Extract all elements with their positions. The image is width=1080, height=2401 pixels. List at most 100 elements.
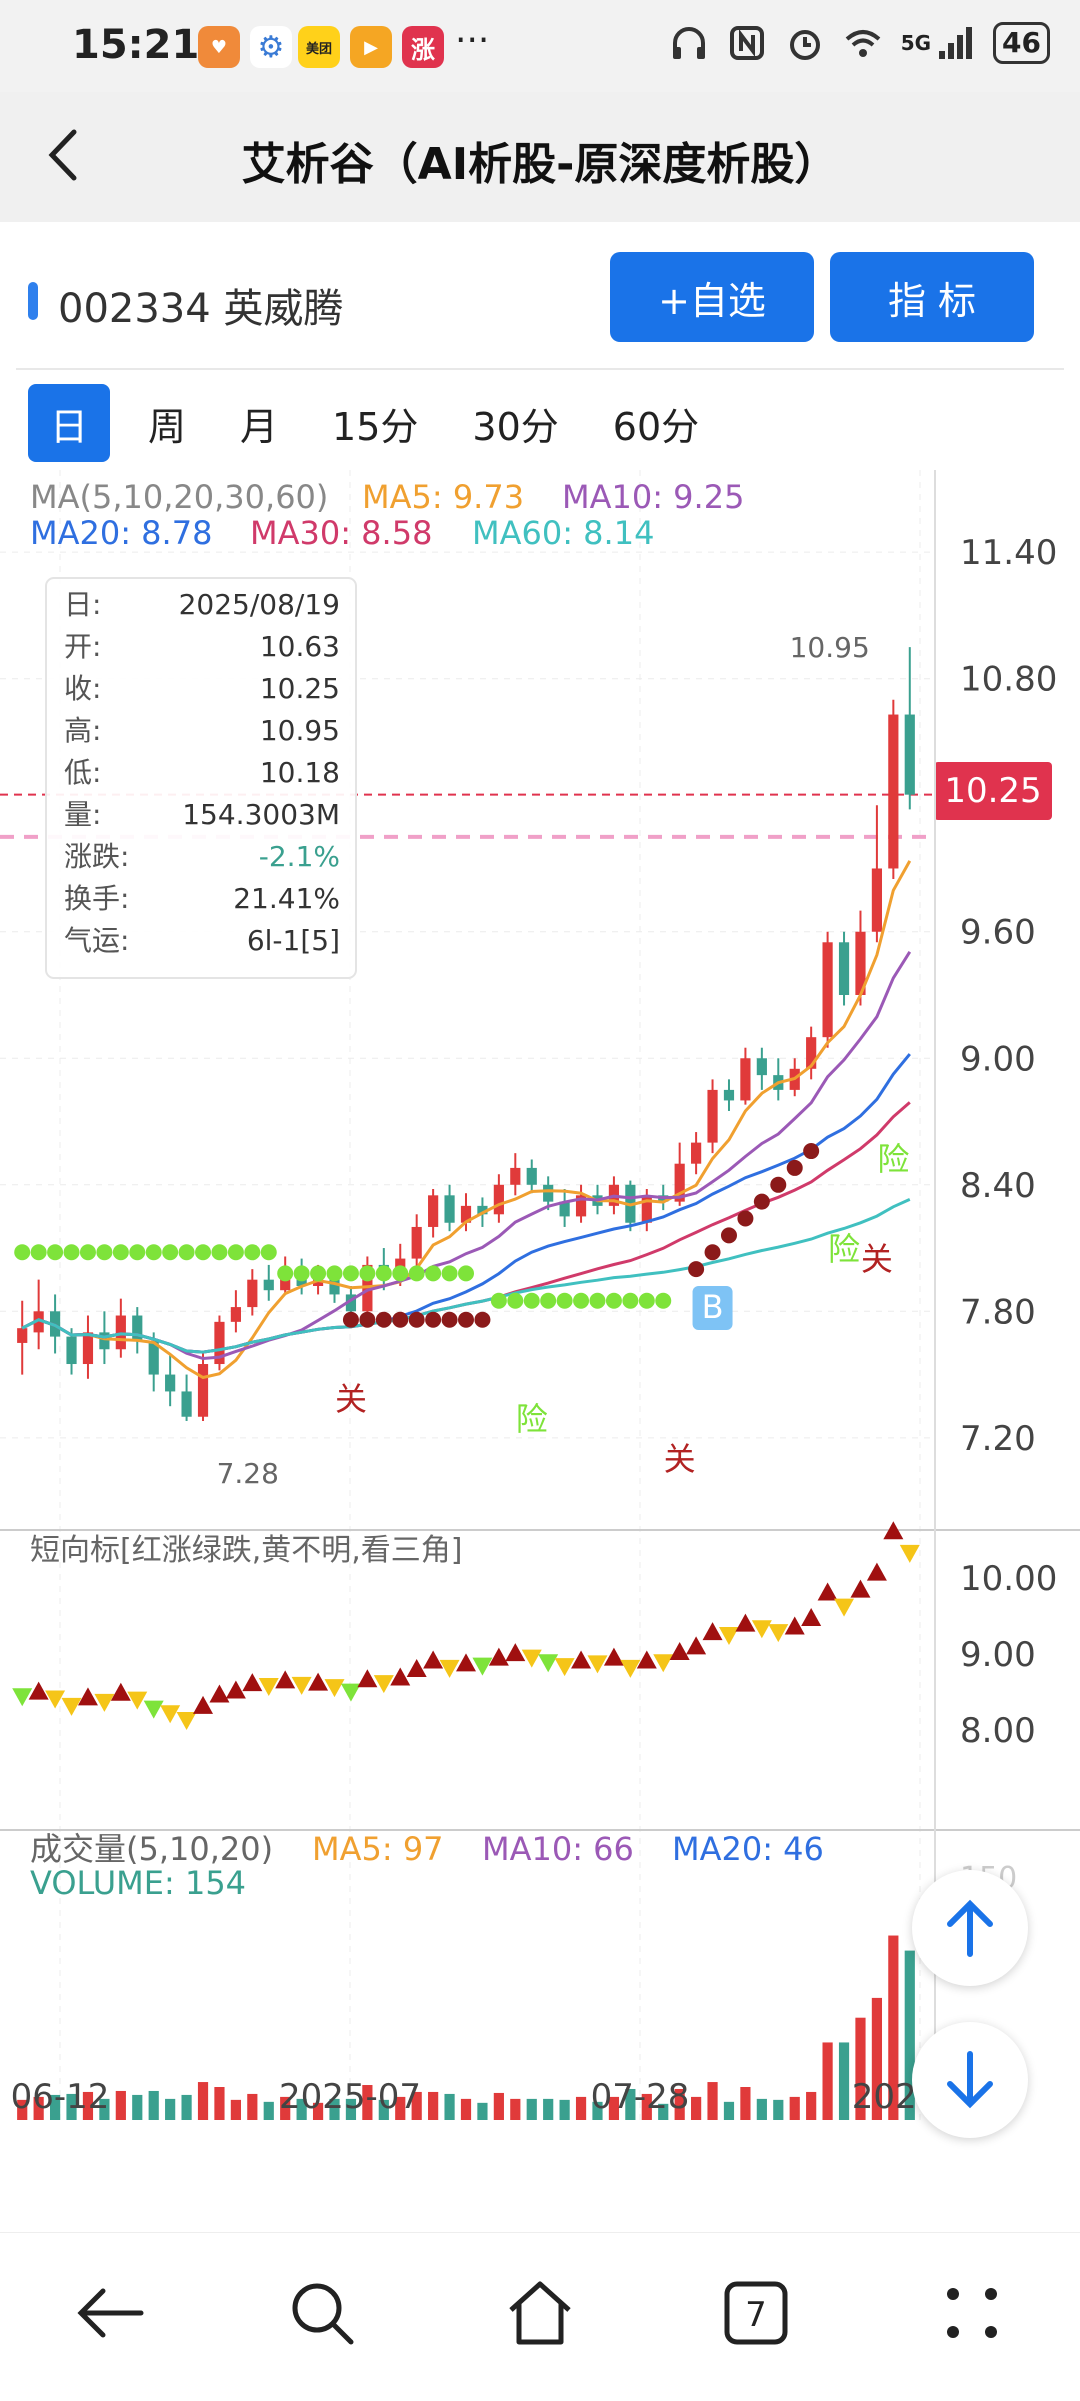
indicator-tick-label: 8.00 <box>960 1711 1036 1751</box>
direction-triangle <box>620 1659 641 1678</box>
info-value: 10.25 <box>260 672 340 705</box>
candle <box>723 1079 735 1111</box>
volume-title: 成交量(5,10,20) <box>30 1830 273 1868</box>
candle <box>230 1290 241 1333</box>
volume-bar <box>756 2098 767 2120</box>
tab-week[interactable]: 周 <box>148 404 187 449</box>
volume-bar <box>543 2098 554 2120</box>
candle <box>263 1264 274 1301</box>
tabs-button[interactable]: 7 <box>716 2273 796 2353</box>
signal-dot <box>211 1244 228 1261</box>
tab-month[interactable]: 月 <box>240 404 279 449</box>
tab-60min[interactable]: 60分 <box>612 404 700 449</box>
info-key: 气运: <box>64 924 129 957</box>
more-menu-button[interactable] <box>932 2273 1012 2353</box>
candle <box>559 1189 570 1227</box>
tab-30min[interactable]: 30分 <box>472 404 559 449</box>
chart-area[interactable]: MA(5,10,20,30,60) MA5: 9.73 MA10: 9.25 M… <box>0 470 1080 2150</box>
volume-ma10: MA10: 66 <box>482 1830 634 1868</box>
volume-bar <box>17 2099 28 2120</box>
signal-dot <box>573 1292 590 1309</box>
home-button[interactable] <box>500 2273 580 2353</box>
meituan-notification-icon: 美团 <box>298 26 340 68</box>
signal-dot <box>260 1244 277 1261</box>
add-watchlist-button[interactable]: +自选 <box>610 252 814 342</box>
signal-dot <box>277 1265 294 1282</box>
direction-triangle <box>324 1679 345 1698</box>
arrow-down-icon <box>947 2051 993 2109</box>
tab-15min[interactable]: 15分 <box>332 404 419 449</box>
signal-dot <box>655 1292 672 1309</box>
volume-bar <box>510 2098 521 2120</box>
direction-triangle <box>193 1695 214 1714</box>
signal-dot <box>47 1244 64 1261</box>
volume-bar <box>247 2093 258 2120</box>
candle <box>197 1353 209 1421</box>
volume-bar <box>33 2096 44 2120</box>
volume-bar <box>132 2094 143 2120</box>
direction-triangle <box>275 1670 296 1689</box>
scroll-down-button[interactable] <box>912 2022 1028 2138</box>
info-key: 低: <box>64 756 101 789</box>
info-key: 涨跌: <box>64 840 129 873</box>
back-arrow-icon[interactable] <box>36 120 96 190</box>
search-button[interactable] <box>282 2273 362 2353</box>
stock-chart[interactable]: MA(5,10,20,30,60) MA5: 9.73 MA10: 9.25 M… <box>0 470 1080 2150</box>
info-value: 10.95 <box>260 714 340 747</box>
signal-icon <box>939 27 973 59</box>
volume-bar <box>329 2098 340 2120</box>
signal-dot <box>688 1261 705 1278</box>
low-label: 7.28 <box>217 1457 279 1490</box>
info-key: 换手: <box>64 882 129 915</box>
volume-bar <box>871 1997 883 2120</box>
x-tick-label: 07-28 <box>591 2077 690 2117</box>
direction-triangle <box>538 1654 559 1673</box>
volume-bar <box>822 2042 833 2120</box>
direction-triangle <box>160 1705 181 1724</box>
info-value: 10.18 <box>260 756 340 789</box>
ma30-legend: MA30: 8.58 <box>250 514 432 552</box>
browser-notification-icon: ⚙ <box>250 26 292 68</box>
candle <box>674 1142 685 1206</box>
signal-dot <box>786 1159 803 1176</box>
info-value: 6l-1[5] <box>247 924 340 957</box>
volume-bar <box>82 2091 94 2120</box>
guan-label: 关 <box>335 1380 367 1418</box>
direction-triangle <box>176 1712 197 1730</box>
nav-back-button[interactable] <box>70 2273 150 2353</box>
home-icon <box>509 2281 571 2345</box>
volume-bar <box>526 2098 537 2120</box>
signal-dot <box>375 1265 392 1282</box>
direction-triangle <box>768 1624 789 1643</box>
candle <box>444 1184 455 1232</box>
xian-label: 险 <box>516 1400 548 1438</box>
volume-bar <box>806 2091 817 2120</box>
y-tick-label: 7.80 <box>960 1292 1036 1332</box>
volume-value: VOLUME: 154 <box>30 1864 246 1902</box>
arrow-up-icon <box>947 1899 993 1957</box>
direction-triangle <box>883 1521 904 1540</box>
signal-dot <box>293 1265 310 1282</box>
info-value: 2025/08/19 <box>179 588 340 621</box>
signal-dot <box>408 1311 425 1328</box>
stock-header: 002334 英威腾 +自选 指 标 <box>0 240 1080 360</box>
indicator-button[interactable]: 指 标 <box>830 252 1034 342</box>
volume-bar <box>362 2085 373 2120</box>
direction-triangle <box>94 1693 115 1712</box>
status-time: 15:21 <box>72 22 200 68</box>
y-tick-label: 10.80 <box>960 660 1057 700</box>
signal-dot <box>244 1244 261 1261</box>
signal-dot <box>589 1292 606 1309</box>
scroll-up-button[interactable] <box>912 1870 1028 1986</box>
y-tick-label: 11.40 <box>960 533 1057 573</box>
direction-triangle <box>258 1678 279 1696</box>
volume-bar <box>740 2087 751 2120</box>
direction-triangle <box>899 1544 920 1563</box>
tab-day[interactable]: 日 <box>28 384 111 462</box>
candle <box>871 805 883 943</box>
candle <box>460 1193 472 1232</box>
volume-bar <box>723 2101 735 2120</box>
stock-marker <box>28 282 38 320</box>
browser-bottom-bar: 7 <box>0 2232 1080 2401</box>
volume-bar <box>592 2101 603 2120</box>
